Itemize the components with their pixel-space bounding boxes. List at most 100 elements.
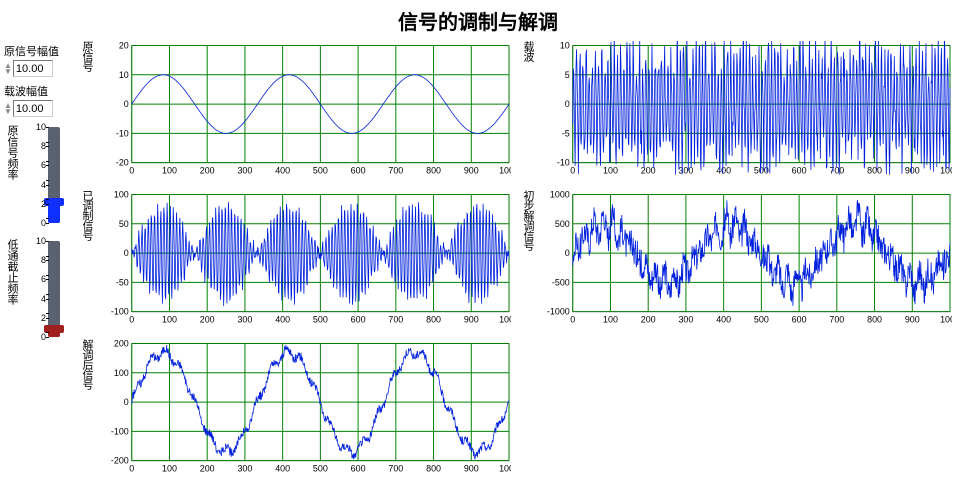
svg-text:100: 100 xyxy=(603,315,618,325)
svg-text:700: 700 xyxy=(829,166,844,176)
svg-text:900: 900 xyxy=(905,315,920,325)
svg-text:800: 800 xyxy=(426,464,441,474)
carrier-amp-input[interactable] xyxy=(13,100,53,117)
controls-panel: 原信号幅值 ▲▼ 载波幅值 ▲▼ 原信号频率 0246810 低通截止频率 02… xyxy=(0,41,78,488)
svg-text:300: 300 xyxy=(678,315,693,325)
svg-text:0: 0 xyxy=(124,248,129,258)
chart-modulated: 已调制信号01002003004005006007008009001000-10… xyxy=(78,190,511,335)
svg-text:400: 400 xyxy=(275,315,290,325)
svg-text:100: 100 xyxy=(162,166,177,176)
cutoff-slider[interactable]: 低通截止频率 0246810 xyxy=(4,239,74,339)
svg-text:0: 0 xyxy=(129,464,134,474)
svg-text:600: 600 xyxy=(351,166,366,176)
spin-down-icon[interactable]: ▼ xyxy=(4,109,12,115)
svg-text:100: 100 xyxy=(603,166,618,176)
svg-text:200: 200 xyxy=(641,315,656,325)
svg-text:400: 400 xyxy=(716,166,731,176)
svg-text:-10: -10 xyxy=(557,158,570,168)
svg-text:-100: -100 xyxy=(111,426,129,436)
chart-ylabel: 原信号 xyxy=(78,41,96,186)
svg-text:-100: -100 xyxy=(111,307,129,317)
svg-text:1000: 1000 xyxy=(940,315,952,325)
orig-amp-label: 原信号幅值 xyxy=(4,46,59,58)
svg-text:600: 600 xyxy=(351,464,366,474)
svg-text:600: 600 xyxy=(351,315,366,325)
svg-text:400: 400 xyxy=(275,464,290,474)
svg-text:0: 0 xyxy=(570,315,575,325)
svg-text:0: 0 xyxy=(565,248,570,258)
svg-text:0: 0 xyxy=(129,315,134,325)
svg-text:500: 500 xyxy=(313,464,328,474)
svg-text:500: 500 xyxy=(313,315,328,325)
orig-freq-label: 原信号频率 xyxy=(4,125,20,225)
svg-text:0: 0 xyxy=(570,166,575,176)
svg-text:100: 100 xyxy=(114,190,129,199)
svg-text:200: 200 xyxy=(200,464,215,474)
svg-text:-50: -50 xyxy=(116,277,129,287)
cutoff-label: 低通截止频率 xyxy=(4,239,20,339)
svg-text:200: 200 xyxy=(200,166,215,176)
svg-text:0: 0 xyxy=(129,166,134,176)
svg-text:0: 0 xyxy=(565,99,570,109)
svg-text:700: 700 xyxy=(388,315,403,325)
svg-text:10: 10 xyxy=(119,70,129,80)
svg-text:100: 100 xyxy=(162,315,177,325)
orig-amp-group: 原信号幅值 ▲▼ xyxy=(4,43,74,77)
svg-text:700: 700 xyxy=(388,464,403,474)
chart-demod-raw: 初步解调信号 0 100 200 300 400 500 600 700 800 900 1000 -1… xyxy=(519,190,952,335)
chart-ylabel: 初步解调信号 xyxy=(519,190,537,335)
svg-text:-20: -20 xyxy=(116,158,129,168)
svg-text:-500: -500 xyxy=(552,277,570,287)
chart-original: 原信号01002003004005006007008009001000-20-1… xyxy=(78,41,511,186)
svg-text:1000: 1000 xyxy=(499,166,511,176)
svg-text:500: 500 xyxy=(313,166,328,176)
orig-amp-spinner[interactable]: ▲▼ xyxy=(4,60,74,77)
svg-text:-5: -5 xyxy=(562,128,570,138)
svg-text:300: 300 xyxy=(237,464,252,474)
svg-text:900: 900 xyxy=(905,166,920,176)
svg-text:800: 800 xyxy=(867,166,882,176)
svg-text:500: 500 xyxy=(754,315,769,325)
svg-text:20: 20 xyxy=(119,41,129,50)
carrier-amp-group: 载波幅值 ▲▼ xyxy=(4,83,74,117)
orig-amp-input[interactable] xyxy=(13,60,53,77)
svg-text:-10: -10 xyxy=(116,128,129,138)
svg-text:10: 10 xyxy=(560,41,570,50)
svg-text:1000: 1000 xyxy=(499,315,511,325)
svg-text:700: 700 xyxy=(829,315,844,325)
charts-grid: 原信号01002003004005006007008009001000-20-1… xyxy=(78,41,956,488)
svg-text:500: 500 xyxy=(555,219,570,229)
svg-text:5: 5 xyxy=(565,70,570,80)
svg-text:0: 0 xyxy=(124,397,129,407)
svg-text:800: 800 xyxy=(426,315,441,325)
svg-text:100: 100 xyxy=(162,464,177,474)
svg-text:900: 900 xyxy=(464,315,479,325)
svg-text:-200: -200 xyxy=(111,456,129,466)
spin-down-icon[interactable]: ▼ xyxy=(4,69,12,75)
chart-carrier: 载波01002003004005006007008009001000-10-50… xyxy=(519,41,952,186)
svg-text:900: 900 xyxy=(464,166,479,176)
svg-text:800: 800 xyxy=(867,315,882,325)
svg-text:300: 300 xyxy=(237,315,252,325)
svg-text:50: 50 xyxy=(119,219,129,229)
svg-text:700: 700 xyxy=(388,166,403,176)
svg-text:600: 600 xyxy=(792,315,807,325)
chart-ylabel: 已调制信号 xyxy=(78,190,96,335)
svg-text:200: 200 xyxy=(114,339,129,348)
carrier-amp-spinner[interactable]: ▲▼ xyxy=(4,100,74,117)
svg-text:200: 200 xyxy=(200,315,215,325)
svg-text:0: 0 xyxy=(124,99,129,109)
page-title: 信号的调制与解调 xyxy=(0,0,956,41)
svg-text:800: 800 xyxy=(426,166,441,176)
svg-text:400: 400 xyxy=(275,166,290,176)
chart-demod-filtered: 解调后信号01002003004005006007008009001000-20… xyxy=(78,339,511,484)
svg-text:900: 900 xyxy=(464,464,479,474)
svg-text:300: 300 xyxy=(237,166,252,176)
svg-text:100: 100 xyxy=(114,368,129,378)
chart-ylabel: 载波 xyxy=(519,41,537,186)
svg-text:-1000: -1000 xyxy=(547,307,570,317)
orig-freq-slider[interactable]: 原信号频率 0246810 xyxy=(4,125,74,225)
carrier-amp-label: 载波幅值 xyxy=(4,86,48,98)
svg-text:400: 400 xyxy=(716,315,731,325)
svg-text:1000: 1000 xyxy=(499,464,511,474)
